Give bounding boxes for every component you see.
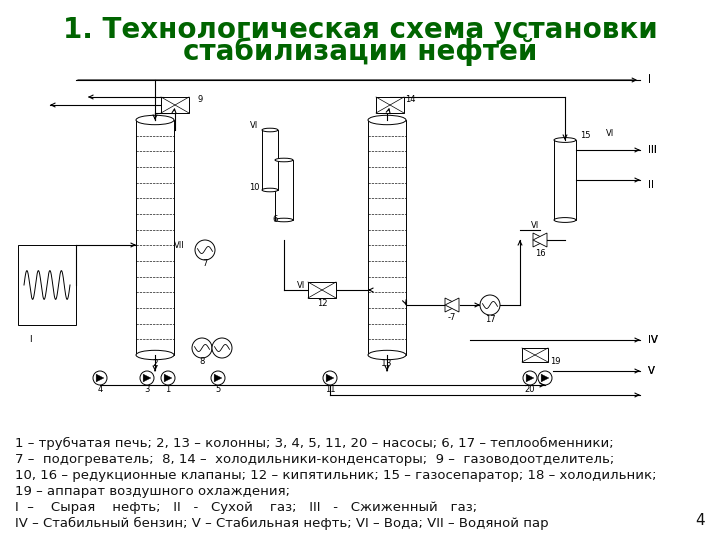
Text: III: III [648, 145, 657, 155]
Bar [368, 120, 406, 355]
Bar [161, 97, 189, 113]
Text: 14: 14 [405, 96, 415, 105]
Circle shape [211, 371, 225, 385]
Text: 9: 9 [198, 96, 203, 105]
Ellipse shape [262, 128, 278, 132]
Text: IV – Стабильный бензин; V – Стабильная нефть; VI – Вода; VII – Водяной пар: IV – Стабильный бензин; V – Стабильная н… [15, 517, 549, 530]
Ellipse shape [275, 218, 293, 222]
Ellipse shape [275, 158, 293, 162]
Polygon shape [96, 374, 104, 382]
Ellipse shape [554, 218, 576, 222]
Text: I: I [29, 335, 31, 345]
Circle shape [161, 371, 175, 385]
Text: IV: IV [648, 335, 657, 345]
Ellipse shape [368, 350, 406, 360]
Text: 1 – трубчатая печь; 2, 13 – колонны; 3, 4, 5, 11, 20 – насосы; 6, 17 – теплообме: 1 – трубчатая печь; 2, 13 – колонны; 3, … [15, 437, 613, 450]
Polygon shape [533, 233, 547, 247]
Text: 1. Технологическая схема установки: 1. Технологическая схема установки [63, 16, 657, 44]
Ellipse shape [136, 350, 174, 360]
Polygon shape [526, 374, 534, 382]
Text: VI: VI [250, 120, 258, 130]
Text: 19 – аппарат воздушного охлаждения;: 19 – аппарат воздушного охлаждения; [15, 485, 290, 498]
Bar [376, 97, 404, 113]
Polygon shape [214, 374, 222, 382]
Bar [275, 160, 293, 220]
Ellipse shape [262, 188, 278, 192]
Text: VI: VI [297, 280, 305, 289]
Circle shape [523, 371, 537, 385]
Text: 4: 4 [97, 386, 103, 395]
Polygon shape [445, 298, 459, 312]
Bar [554, 140, 576, 220]
Text: VII: VII [174, 240, 185, 249]
Bar [308, 282, 336, 298]
Text: 12: 12 [317, 300, 328, 308]
Polygon shape [164, 374, 172, 382]
Text: 16: 16 [535, 248, 545, 258]
Circle shape [212, 338, 232, 358]
Circle shape [192, 338, 212, 358]
Text: I: I [648, 74, 651, 84]
Text: I  –    Сырая    нефть;   II   -   Сухой    газ;   III   -   Сжиженный   газ;: I – Сырая нефть; II - Сухой газ; III - С… [15, 501, 477, 514]
Text: II: II [648, 180, 654, 190]
Bar [262, 130, 278, 190]
Text: 4: 4 [696, 513, 705, 528]
Text: V: V [648, 366, 654, 376]
Ellipse shape [136, 116, 174, 125]
Text: 6: 6 [273, 215, 278, 225]
Text: 13: 13 [382, 359, 392, 368]
Text: I: I [648, 75, 651, 85]
Text: 5: 5 [215, 386, 220, 395]
Text: 2: 2 [152, 359, 158, 368]
Text: V: V [648, 366, 655, 376]
Text: III: III [648, 145, 657, 155]
Text: стабилизации нефтей: стабилизации нефтей [183, 38, 537, 66]
Polygon shape [541, 374, 549, 382]
Text: 15: 15 [580, 131, 590, 139]
Text: 10: 10 [250, 184, 260, 192]
Text: VI: VI [531, 220, 539, 230]
Polygon shape [533, 233, 547, 247]
Text: 7: 7 [202, 260, 207, 268]
Text: IV: IV [648, 335, 658, 345]
Text: 8: 8 [199, 357, 204, 367]
Ellipse shape [368, 116, 406, 125]
Text: 20: 20 [525, 386, 535, 395]
Ellipse shape [554, 138, 576, 143]
Bar [18, 245, 76, 325]
Text: 1: 1 [166, 386, 171, 395]
Circle shape [195, 240, 215, 260]
Circle shape [140, 371, 154, 385]
Text: VI: VI [606, 130, 614, 138]
Circle shape [93, 371, 107, 385]
Text: 7 –  подогреватель;  8, 14 –  холодильники-конденсаторы;  9 –  газоводоотделител: 7 – подогреватель; 8, 14 – холодильники-… [15, 453, 614, 466]
Text: 11: 11 [325, 386, 336, 395]
Bar [522, 348, 548, 362]
Text: 10, 16 – редукционные клапаны; 12 – кипятильник; 15 – газосепаратор; 18 – холоди: 10, 16 – редукционные клапаны; 12 – кипя… [15, 469, 657, 482]
Polygon shape [445, 298, 459, 312]
Circle shape [480, 295, 500, 315]
Text: 17: 17 [485, 314, 495, 323]
Circle shape [538, 371, 552, 385]
Text: 3: 3 [144, 386, 150, 395]
Bar [136, 120, 174, 355]
Polygon shape [326, 374, 334, 382]
Text: 19: 19 [550, 357, 560, 367]
Text: -7: -7 [448, 314, 456, 322]
Circle shape [323, 371, 337, 385]
Polygon shape [143, 374, 151, 382]
